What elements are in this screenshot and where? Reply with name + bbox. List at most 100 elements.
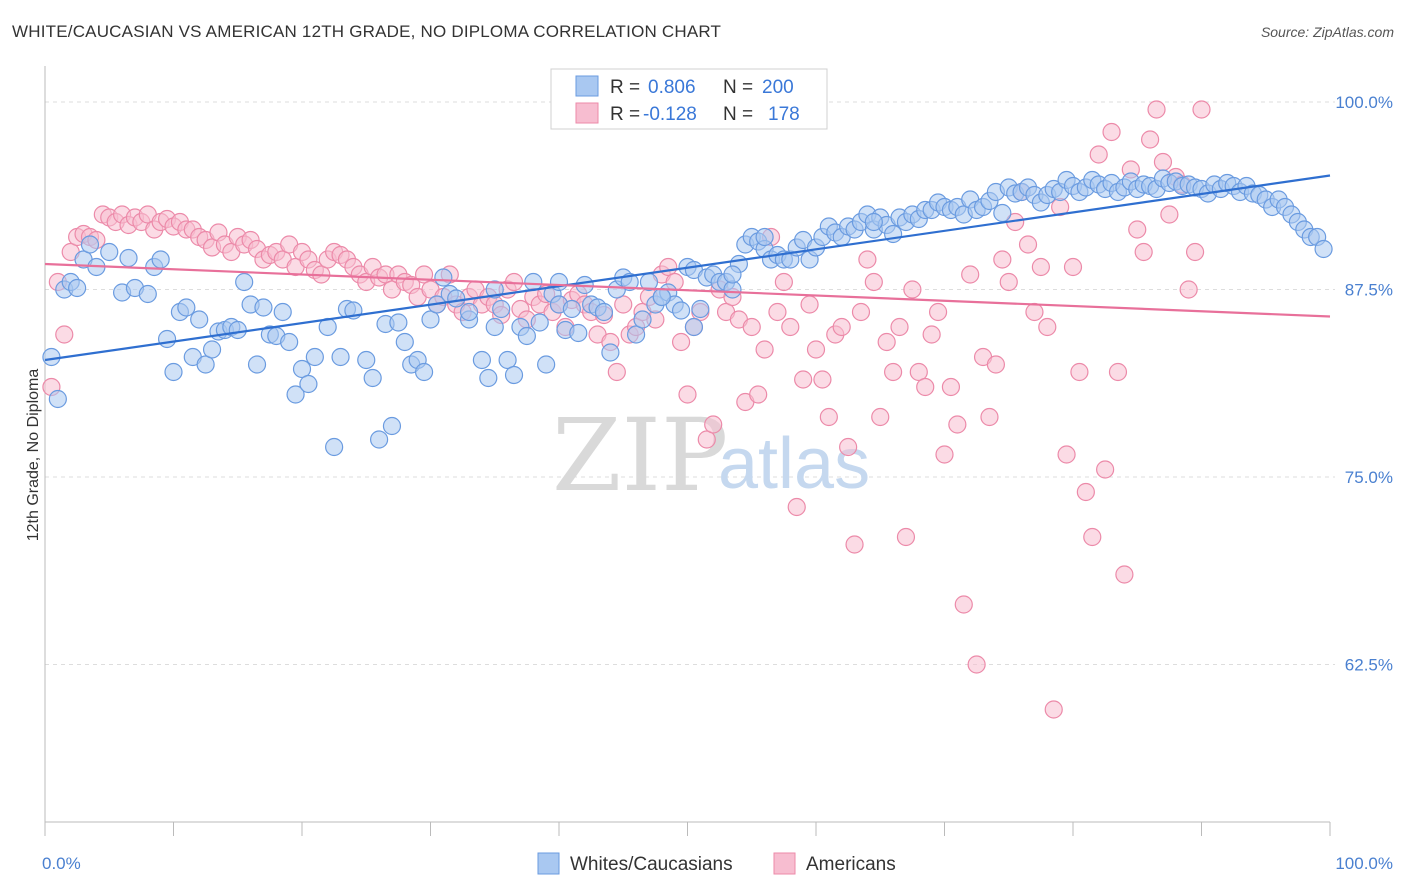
whites-point-50 xyxy=(395,332,414,352)
americans-point-144 xyxy=(967,655,986,674)
americans-point-99 xyxy=(678,385,697,404)
americans-point-109 xyxy=(742,317,761,337)
whites-point-64 xyxy=(498,350,517,370)
americans-point-142 xyxy=(954,595,973,614)
whites-point-196 xyxy=(684,317,704,337)
legend-swatch-whites xyxy=(537,852,560,875)
whites-point-94 xyxy=(691,299,710,319)
americans-point-146 xyxy=(980,407,999,427)
whites-point-56 xyxy=(434,268,453,287)
legend-label-americans: Americans xyxy=(806,854,896,875)
whites-point-16 xyxy=(164,362,183,382)
whites-point-192 xyxy=(459,302,479,322)
whites-point-40 xyxy=(325,437,344,457)
whites-point-36 xyxy=(292,359,312,379)
americans-point-110 xyxy=(749,385,768,404)
whites-point-35 xyxy=(286,385,305,404)
x-tick-label-0: 0.0% xyxy=(42,854,81,873)
whites-point-44 xyxy=(357,350,376,370)
legend-swatch-americans xyxy=(773,852,796,875)
whites-point-37 xyxy=(299,374,318,394)
stats-r-value-blue: 0.806 xyxy=(648,77,696,98)
whites-point-69 xyxy=(530,313,549,332)
americans-point-139 xyxy=(935,445,954,464)
whites-point-60 xyxy=(472,350,491,370)
whites-point-41 xyxy=(331,347,350,367)
whites-point-21 xyxy=(196,355,215,374)
americans-point-131 xyxy=(883,362,903,382)
whites-point-34 xyxy=(280,332,299,352)
americans-point-136 xyxy=(916,377,935,397)
whites-point-141 xyxy=(993,203,1012,223)
whites-point-199 xyxy=(864,212,883,232)
trend-line-whites xyxy=(44,174,1331,362)
americans-point-178 xyxy=(1185,242,1205,262)
stats-n-value-pink: 178 xyxy=(768,104,800,125)
americans-point-171 xyxy=(1140,130,1160,149)
americans-point-140 xyxy=(941,377,961,397)
americans-point-127 xyxy=(858,250,877,269)
whites-point-65 xyxy=(504,365,524,385)
x-tick-label-1: 100.0% xyxy=(1335,854,1393,873)
whites-point-80 xyxy=(601,343,620,362)
whites-point-22 xyxy=(202,340,222,359)
whites-point-67 xyxy=(517,326,536,346)
americans-point-121 xyxy=(819,407,838,427)
americans-point-114 xyxy=(774,272,793,292)
whites-point-198 xyxy=(755,227,774,247)
americans-point-160 xyxy=(1070,362,1089,382)
whites-point-0 xyxy=(42,347,61,367)
stats-n-label-blue: N = xyxy=(723,77,753,98)
whites-point-70 xyxy=(537,355,556,374)
whites-point-14 xyxy=(151,250,170,269)
whites-point-45 xyxy=(363,368,382,388)
grid-layer xyxy=(45,101,1335,665)
americans-point-153 xyxy=(1025,302,1044,322)
source-label: Source: ZipAtlas.com xyxy=(1260,24,1394,40)
americans-point-141 xyxy=(948,415,967,434)
whites-point-8 xyxy=(100,242,119,262)
watermark-atlas: atlas xyxy=(718,424,870,504)
trend-lines xyxy=(44,174,1331,362)
whites-point-38 xyxy=(305,347,324,367)
americans-point-129 xyxy=(871,407,890,427)
y-tick-label-3: 100.0% xyxy=(1335,93,1393,112)
stats-swatch-pink xyxy=(575,102,599,124)
americans-point-167 xyxy=(1115,565,1134,584)
americans-point-123 xyxy=(832,317,851,337)
whites-point-33 xyxy=(273,302,292,322)
whites-point-61 xyxy=(479,368,498,388)
series-americans-points xyxy=(42,100,1211,719)
whites-point-20 xyxy=(190,310,209,329)
whites-point-27 xyxy=(235,272,254,292)
americans-point-164 xyxy=(1096,460,1115,479)
americans-point-156 xyxy=(1044,700,1063,719)
americans-point-138 xyxy=(928,302,948,322)
americans-point-125 xyxy=(845,535,864,554)
americans-point-148 xyxy=(993,250,1012,269)
americans-point-173 xyxy=(1153,152,1173,172)
americans-point-161 xyxy=(1076,482,1095,502)
americans-point-89 xyxy=(614,295,633,314)
americans-point-169 xyxy=(1128,220,1147,239)
whites-point-54 xyxy=(421,310,440,329)
americans-point-115 xyxy=(781,317,800,337)
y-tick-label-0: 62.5% xyxy=(1345,656,1393,675)
stats-n-label-pink: N = xyxy=(723,104,753,125)
whites-point-195 xyxy=(652,287,671,307)
americans-point-152 xyxy=(1018,235,1038,254)
stats-n-value-blue: 200 xyxy=(762,77,794,98)
stats-r-label-blue: R = xyxy=(610,77,640,98)
americans-point-179 xyxy=(1192,100,1211,119)
americans-point-130 xyxy=(877,332,896,352)
americans-point-120 xyxy=(813,370,832,389)
whites-point-197 xyxy=(723,265,742,284)
legend: Whites/Caucasians Americans xyxy=(537,852,896,875)
trend-line-americans xyxy=(44,262,1331,318)
whites-point-91 xyxy=(671,301,691,320)
whites-point-79 xyxy=(594,302,614,322)
whites-point-193 xyxy=(485,317,504,337)
whites-point-58 xyxy=(447,289,466,308)
watermark: ZIP atlas xyxy=(552,397,870,514)
whites-point-63 xyxy=(492,299,511,319)
